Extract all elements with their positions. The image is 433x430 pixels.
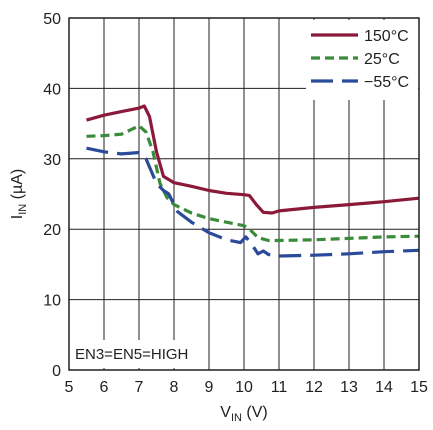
x-axis-title-main: V (220, 404, 231, 421)
x-tick-label: 8 (170, 379, 179, 396)
y-tick-label: 20 (43, 222, 61, 239)
legend-label: 150°C (364, 28, 409, 45)
y-tick-label: 40 (43, 81, 61, 98)
legend-background (306, 20, 418, 100)
series-line (86, 146, 420, 258)
y-axis-title-unit: (µA) (9, 169, 26, 204)
legend-label: −55°C (364, 74, 409, 91)
x-tick-label: 11 (271, 379, 288, 396)
y-axis-title-main: I (9, 215, 26, 219)
x-axis-title-sub: IN (231, 412, 242, 424)
x-tick-label: 6 (100, 379, 109, 396)
y-axis-title-sub: IN (17, 204, 29, 215)
y-tick-label: 30 (43, 152, 61, 169)
annotation-background (71, 340, 197, 368)
x-tick-label: 9 (205, 379, 214, 396)
x-axis-title: VIN (V) (220, 404, 267, 424)
plot-frame (68, 17, 420, 371)
x-tick-label: 10 (235, 379, 253, 396)
x-tick-label: 12 (305, 379, 323, 396)
x-tick-label: 5 (65, 379, 74, 396)
series-line (86, 124, 420, 243)
x-axis-title-unit: (V) (242, 404, 268, 421)
x-tick-label: 13 (340, 379, 358, 396)
legend: 150°C 25°C −55°C (311, 28, 409, 91)
y-tick-label: 10 (43, 293, 61, 310)
series-layer (86, 104, 420, 258)
y-tick-label: 50 (43, 11, 61, 28)
x-tick-label: 15 (410, 379, 428, 396)
legend-label: 25°C (364, 51, 400, 68)
x-tick-label: 7 (135, 379, 144, 396)
y-axis-title: IIN (µA) (9, 169, 29, 219)
y-tick-label: 0 (52, 363, 61, 380)
series-line (86, 104, 420, 215)
x-tick-label: 14 (375, 379, 393, 396)
annotation-label: EN3=EN5=HIGH (75, 346, 188, 363)
tick-labels: 5 6 7 8 9 10 11 12 13 14 15 0 10 20 30 40 50 (43, 11, 428, 396)
